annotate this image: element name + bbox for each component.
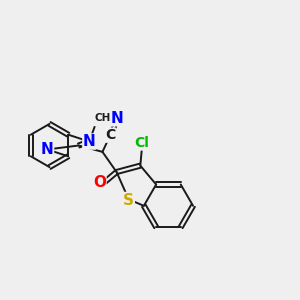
Text: N: N xyxy=(111,111,123,126)
Text: N: N xyxy=(83,134,96,149)
Text: C: C xyxy=(105,128,116,142)
Text: S: S xyxy=(123,193,134,208)
Text: CH₃: CH₃ xyxy=(95,113,116,123)
Text: N: N xyxy=(41,142,53,157)
Text: O: O xyxy=(93,175,106,190)
Text: Cl: Cl xyxy=(134,136,149,150)
